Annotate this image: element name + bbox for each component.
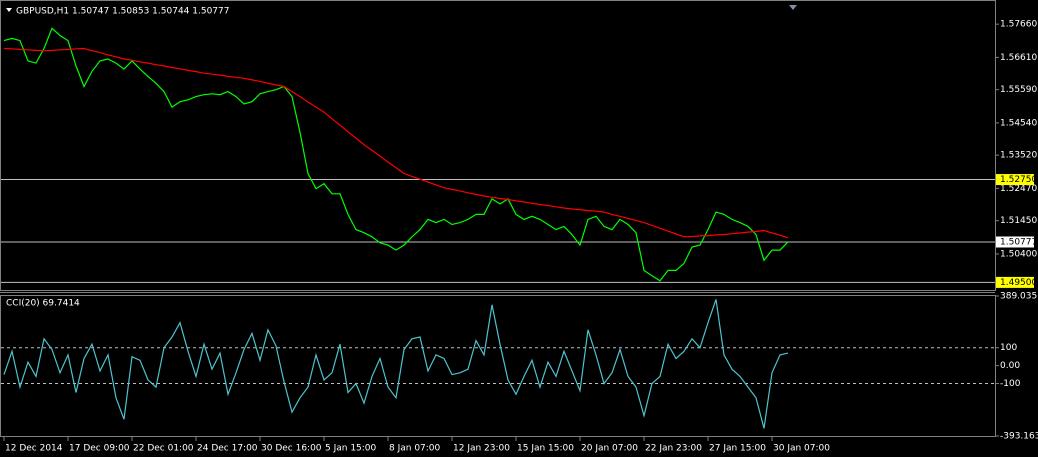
y-tick-label: 1.56610 — [1000, 53, 1037, 63]
x-tick-label: 30 Jan 07:00 — [773, 444, 830, 454]
y-tick-label: 1.55590 — [1000, 85, 1037, 95]
chart-title: GBPUSD,H1 1.50747 1.50853 1.50744 1.5077… — [16, 7, 229, 17]
series-line — [3, 47, 789, 239]
x-tick-label: 22 Dec 01:00 — [133, 444, 194, 454]
price-label-box — [996, 236, 1034, 248]
price-label: 1.49500 — [1000, 278, 1037, 288]
price-label-box — [996, 174, 1034, 186]
price-panel — [0, 0, 996, 291]
y-tick-label: 1.52470 — [1000, 184, 1037, 194]
shift-marker[interactable] — [789, 5, 797, 10]
x-tick-label: 8 Jan 07:00 — [389, 444, 441, 454]
x-tick-label: 15 Jan 15:00 — [517, 444, 574, 454]
series-line — [3, 299, 789, 429]
x-tick-label: 22 Jan 23:00 — [645, 444, 702, 454]
x-tick-label: 27 Jan 15:00 — [709, 444, 766, 454]
x-tick-label: 5 Jan 15:00 — [325, 444, 377, 454]
y-tick-label: 389.035 — [1000, 292, 1037, 302]
y-tick-label: -393.163 — [1000, 432, 1038, 442]
y-tick-label: 1.57660 — [1000, 20, 1037, 30]
price-label-box — [996, 276, 1034, 288]
menu-arrow[interactable] — [6, 8, 12, 12]
x-tick-label: 12 Jan 23:00 — [453, 444, 510, 454]
price-label: 1.50777 — [1000, 237, 1037, 247]
price-label: 1.52750 — [1000, 175, 1037, 185]
y-tick-label: 100 — [1000, 343, 1017, 353]
x-tick-label: 20 Jan 07:00 — [581, 444, 638, 454]
y-tick-label: 0.00 — [1000, 361, 1020, 371]
cci-panel — [0, 295, 996, 437]
y-tick-label: 1.50400 — [1000, 249, 1037, 259]
y-tick-label: 1.53520 — [1000, 151, 1037, 161]
y-tick-label: 1.51450 — [1000, 216, 1037, 226]
series-line — [3, 27, 789, 282]
y-tick-label: -100 — [1000, 379, 1021, 389]
y-tick-label: 1.54540 — [1000, 118, 1037, 128]
x-tick-label: 30 Dec 16:00 — [261, 444, 322, 454]
x-tick-label: 24 Dec 17:00 — [197, 444, 258, 454]
x-tick-label: 17 Dec 09:00 — [69, 444, 130, 454]
cci-title: CCI(20) 69.7414 — [6, 299, 80, 309]
x-tick-label: 12 Dec 2014 — [5, 444, 63, 454]
